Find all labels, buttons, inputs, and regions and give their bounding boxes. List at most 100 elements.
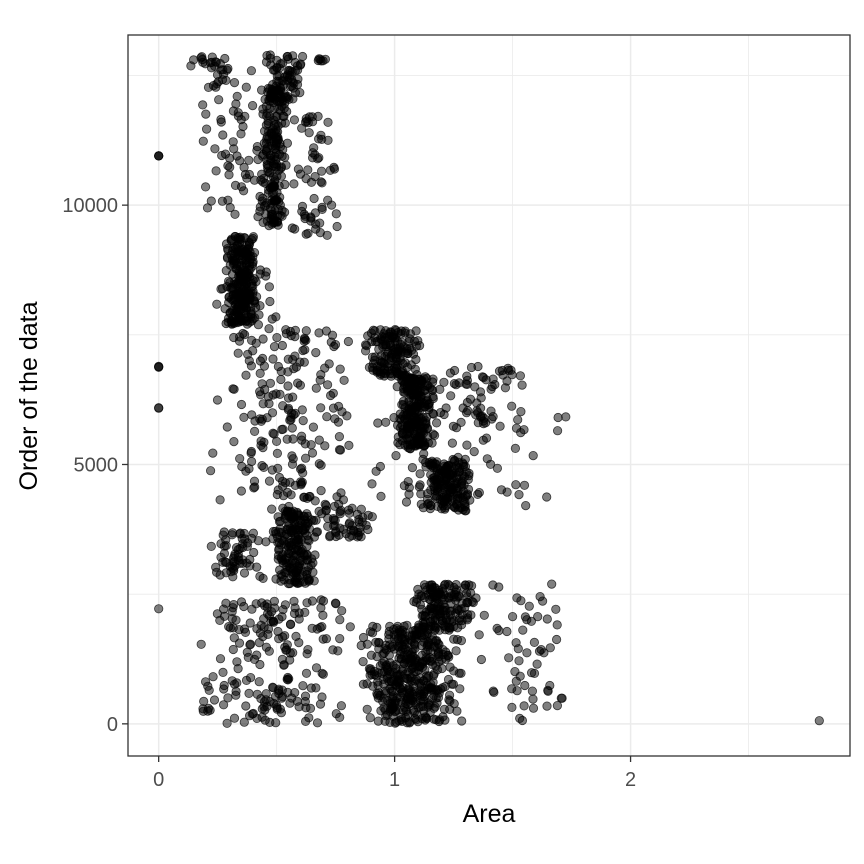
data-point bbox=[362, 704, 372, 714]
data-point bbox=[434, 716, 444, 727]
data-point bbox=[312, 718, 323, 728]
data-point bbox=[358, 512, 368, 522]
data-point bbox=[561, 412, 571, 422]
data-point bbox=[434, 651, 444, 662]
panel-border bbox=[127, 34, 851, 757]
data-point bbox=[272, 63, 282, 73]
data-point bbox=[233, 549, 243, 559]
data-point bbox=[259, 437, 269, 447]
data-point bbox=[440, 602, 450, 612]
data-point bbox=[452, 634, 462, 645]
data-point bbox=[229, 256, 239, 266]
data-point bbox=[236, 597, 247, 607]
data-point bbox=[269, 617, 279, 627]
data-point bbox=[286, 490, 296, 500]
data-point bbox=[259, 201, 270, 211]
data-point bbox=[252, 562, 262, 572]
data-point bbox=[314, 54, 324, 64]
data-point bbox=[372, 622, 382, 633]
data-point bbox=[386, 686, 397, 696]
data-point bbox=[435, 384, 445, 394]
data-point bbox=[258, 399, 268, 409]
data-point bbox=[317, 668, 327, 678]
data-point bbox=[154, 604, 164, 614]
data-point bbox=[292, 61, 303, 71]
data-point bbox=[274, 527, 284, 537]
data-point bbox=[245, 247, 255, 257]
data-point bbox=[284, 549, 294, 559]
data-point bbox=[386, 642, 396, 653]
data-point bbox=[492, 623, 502, 634]
data-point bbox=[460, 580, 471, 590]
data-point bbox=[206, 541, 216, 552]
data-point bbox=[360, 346, 371, 356]
data-point bbox=[498, 370, 508, 380]
data-point bbox=[297, 51, 308, 62]
data-point bbox=[395, 627, 405, 637]
data-point bbox=[272, 489, 282, 500]
data-point bbox=[399, 636, 409, 647]
data-point bbox=[208, 448, 218, 458]
data-point bbox=[154, 361, 164, 371]
data-point bbox=[282, 645, 292, 655]
data-point bbox=[447, 617, 457, 627]
data-point bbox=[239, 186, 249, 196]
data-point bbox=[244, 688, 254, 699]
data-point bbox=[517, 380, 527, 390]
data-point bbox=[488, 411, 498, 422]
data-point bbox=[265, 296, 275, 307]
data-point bbox=[255, 301, 265, 311]
data-point bbox=[231, 690, 241, 700]
data-point bbox=[247, 533, 257, 544]
data-point bbox=[333, 417, 344, 427]
x-axis-ticks: 0 1 2 bbox=[153, 756, 636, 791]
data-point bbox=[229, 713, 240, 723]
data-point bbox=[512, 593, 522, 603]
data-point bbox=[479, 610, 489, 620]
data-point bbox=[451, 423, 462, 433]
data-point bbox=[245, 639, 256, 649]
data-point bbox=[323, 521, 333, 532]
data-point bbox=[257, 169, 267, 179]
data-point bbox=[335, 507, 345, 517]
data-point bbox=[439, 483, 450, 493]
data-point bbox=[276, 366, 286, 376]
data-point bbox=[271, 389, 281, 399]
data-point bbox=[297, 201, 308, 211]
data-point bbox=[381, 417, 391, 427]
data-point bbox=[198, 136, 208, 146]
data-point bbox=[332, 221, 342, 232]
data-point bbox=[411, 419, 421, 429]
data-point bbox=[293, 378, 303, 388]
data-point bbox=[217, 150, 227, 161]
data-point bbox=[452, 463, 463, 473]
data-point bbox=[284, 65, 294, 75]
data-point bbox=[271, 718, 281, 728]
data-point bbox=[528, 450, 538, 461]
data-point bbox=[456, 668, 466, 678]
data-point bbox=[428, 621, 438, 631]
data-point bbox=[275, 106, 286, 116]
data-point bbox=[260, 178, 271, 188]
data-point bbox=[245, 618, 255, 628]
data-point bbox=[457, 478, 467, 488]
data-point bbox=[520, 680, 530, 691]
data-point bbox=[212, 299, 222, 309]
data-point bbox=[328, 388, 338, 398]
data-point bbox=[272, 703, 282, 713]
data-point bbox=[268, 682, 278, 692]
data-point bbox=[305, 703, 316, 714]
data-point bbox=[397, 436, 407, 446]
data-point bbox=[223, 161, 233, 171]
data-point bbox=[228, 644, 238, 655]
data-point bbox=[275, 210, 285, 221]
data-point bbox=[256, 85, 267, 95]
data-point bbox=[308, 515, 319, 526]
data-point bbox=[225, 153, 235, 163]
data-point bbox=[259, 462, 269, 472]
data-point bbox=[273, 133, 283, 143]
data-point bbox=[384, 634, 394, 644]
data-point bbox=[154, 403, 164, 413]
data-point bbox=[229, 78, 240, 88]
data-point bbox=[466, 362, 477, 373]
